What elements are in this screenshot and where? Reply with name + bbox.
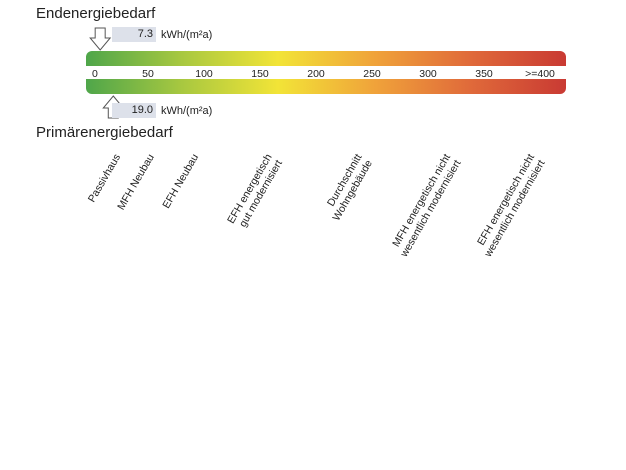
tick-label: >=400 bbox=[525, 68, 555, 80]
endenergie-unit: kWh/(m²a) bbox=[161, 28, 213, 41]
primaerenergie-value-box: 19.0 kWh/(m²a) bbox=[112, 103, 212, 118]
endenergie-marker-arrow bbox=[89, 27, 112, 51]
endenergie-value: 7.3 bbox=[112, 27, 156, 42]
tick-label-band bbox=[86, 66, 566, 79]
primaerenergie-unit: kWh/(m²a) bbox=[161, 104, 213, 117]
primaerenergie-value: 19.0 bbox=[112, 103, 156, 118]
tick-label: 50 bbox=[142, 68, 154, 80]
tick-label: 350 bbox=[475, 68, 493, 80]
endenergiebedarf-title: Endenergiebedarf bbox=[36, 5, 156, 22]
tick-label: 100 bbox=[195, 68, 213, 80]
tick-label: 200 bbox=[307, 68, 325, 80]
tick-label: 150 bbox=[251, 68, 269, 80]
tick-label: 0 bbox=[92, 68, 98, 80]
endenergie-value-box: 7.3 kWh/(m²a) bbox=[112, 27, 212, 42]
tick-label: 300 bbox=[419, 68, 437, 80]
primaerenergiebedarf-title: Primärenergiebedarf bbox=[36, 124, 173, 141]
tick-label: 250 bbox=[363, 68, 381, 80]
